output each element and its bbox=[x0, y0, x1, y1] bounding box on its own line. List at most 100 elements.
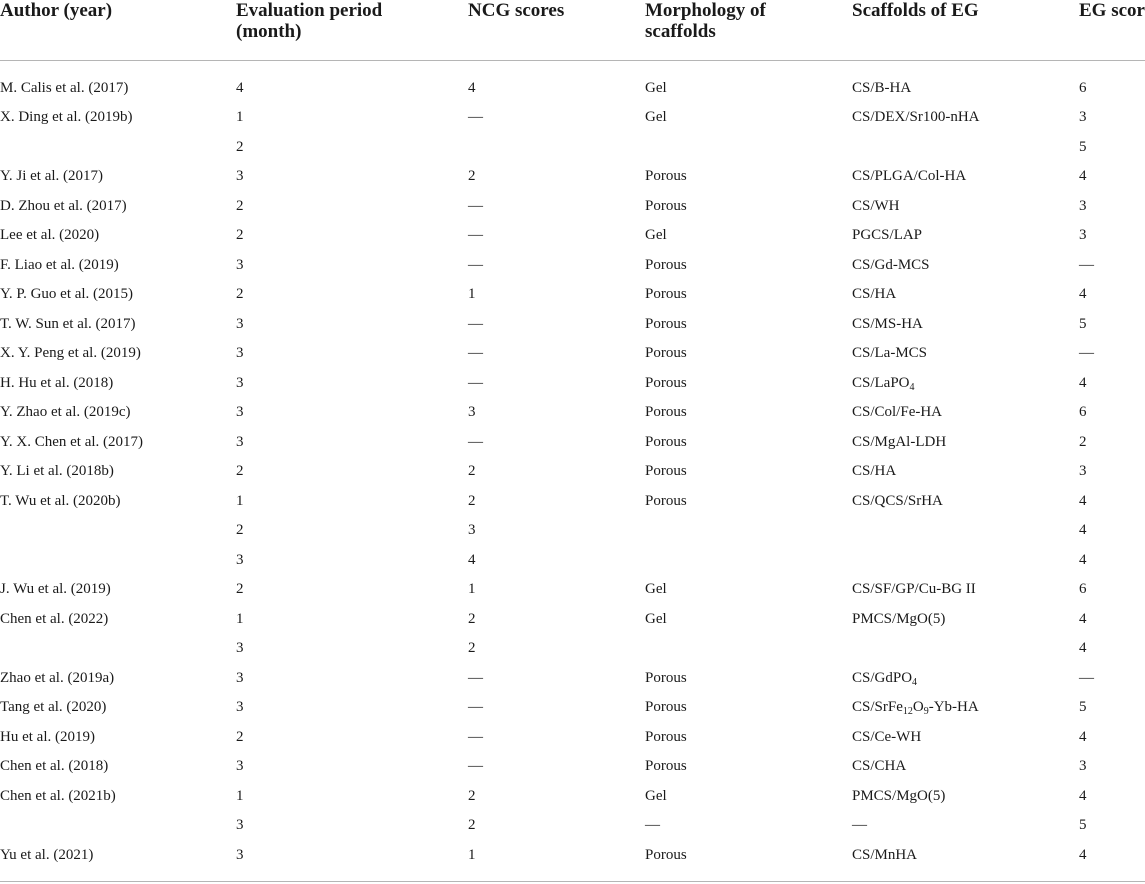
cell-eg-score: 4 bbox=[1079, 610, 1087, 627]
table-row: D. Zhou et al. (2017) 2 — Porous CS/WH 3 bbox=[0, 192, 1145, 222]
cell-ncg-score: 1 bbox=[468, 286, 476, 302]
cell-scaffold: CS/MnHA bbox=[852, 846, 918, 863]
cell-eg-score: 4 bbox=[1079, 522, 1087, 538]
cell-ncg-score: 1 bbox=[468, 581, 476, 597]
cell-morphology: Porous bbox=[645, 168, 687, 184]
cell-morphology: Porous bbox=[645, 286, 687, 302]
cell-author: Y. P. Guo et al. (2015) bbox=[0, 286, 134, 302]
cell-evaluation-period: 3 bbox=[236, 168, 244, 184]
cell-morphology: — bbox=[645, 817, 660, 833]
cell-evaluation-period: 3 bbox=[236, 374, 244, 391]
cell-scaffold: CS/HA bbox=[852, 286, 897, 302]
table-row: Chen et al. (2022) 1 2 Gel PMCS/MgO(5) 4 bbox=[0, 605, 1145, 635]
cell-scaffold: CS/MgAl-LDH bbox=[852, 433, 947, 450]
bottom-rule bbox=[0, 881, 1145, 882]
cell-ncg-score: 2 bbox=[468, 787, 476, 804]
cell-eg-score: — bbox=[1079, 256, 1094, 273]
table-row: Yu et al. (2021) 3 1 Porous CS/MnHA 4 bbox=[0, 841, 1145, 871]
table-row: 3 2 4 bbox=[0, 634, 1145, 664]
cell-evaluation-period: 3 bbox=[236, 315, 244, 332]
header-ncg-scores: NCG scores bbox=[468, 0, 565, 21]
cell-scaffold: CS/WH bbox=[852, 197, 900, 214]
cell-eg-score: 4 bbox=[1079, 374, 1087, 391]
cell-evaluation-period: 2 bbox=[236, 581, 244, 597]
cell-ncg-score: — bbox=[468, 728, 483, 745]
cell-eg-score: 4 bbox=[1079, 787, 1087, 804]
header-eg-score: EG score bbox=[1079, 0, 1145, 21]
cell-evaluation-period: 3 bbox=[236, 669, 244, 686]
table-row: Y. Li et al. (2018b) 2 2 Porous CS/HA 3 bbox=[0, 457, 1145, 487]
cell-eg-score: 3 bbox=[1079, 463, 1087, 479]
cell-author bbox=[0, 811, 236, 841]
cell-ncg-score: 2 bbox=[468, 492, 476, 509]
table-row: H. Hu et al. (2018) 3 — Porous CS/LaPO4 4 bbox=[0, 369, 1145, 399]
cell-scaffold: CS/SF/GP/Cu-BG II bbox=[852, 581, 976, 597]
cell-author bbox=[0, 133, 236, 163]
cell-author: Y. X. Chen et al. (2017) bbox=[0, 433, 144, 450]
cell-evaluation-period: 2 bbox=[236, 522, 244, 538]
table-row: Lee et al. (2020) 2 — Gel PGCS/LAP 3 bbox=[0, 221, 1145, 251]
cell-eg-score: 4 bbox=[1079, 640, 1087, 656]
cell-evaluation-period: 2 bbox=[236, 286, 244, 302]
cell-ncg-score: 1 bbox=[468, 846, 476, 863]
cell-ncg-score: 2 bbox=[468, 817, 476, 833]
table-row: 3 4 4 bbox=[0, 546, 1145, 576]
cell-scaffold: CS/GdPO4 bbox=[852, 669, 918, 688]
table-row: Chen et al. (2018) 3 — Porous CS/CHA 3 bbox=[0, 752, 1145, 782]
cell-eg-score: 6 bbox=[1079, 581, 1087, 597]
header-morphology: Morphology of scaffolds bbox=[645, 0, 766, 42]
table-row: 3 2 — — 5 bbox=[0, 811, 1145, 841]
cell-author: Yu et al. (2021) bbox=[0, 846, 94, 863]
table-body: M. Calis et al. (2017) 4 4 Gel CS/B-HA 6 X. Di… bbox=[0, 60, 1145, 870]
cell-ncg-score: — bbox=[468, 699, 483, 715]
cell-evaluation-period: 1 bbox=[236, 109, 244, 125]
header-scaffolds-of-eg: Scaffolds of EG bbox=[852, 0, 979, 21]
table-row: Zhao et al. (2019a) 3 — Porous CS/GdPO4 — bbox=[0, 664, 1145, 694]
cell-morphology: Gel bbox=[645, 227, 667, 243]
cell-author: X. Ding et al. (2019b) bbox=[0, 109, 133, 125]
cell-ncg-score: 2 bbox=[468, 640, 476, 656]
cell-morphology: Gel bbox=[645, 787, 667, 804]
cell-morphology: Gel bbox=[645, 109, 667, 125]
cell-eg-score: 6 bbox=[1079, 404, 1087, 420]
cell-scaffold: — bbox=[852, 817, 867, 833]
cell-author: Zhao et al. (2019a) bbox=[0, 669, 115, 686]
cell-evaluation-period: 3 bbox=[236, 758, 244, 774]
cell-eg-score: — bbox=[1079, 345, 1094, 361]
cell-author: D. Zhou et al. (2017) bbox=[0, 197, 127, 214]
cell-author: T. Wu et al. (2020b) bbox=[0, 492, 121, 509]
table-row: M. Calis et al. (2017) 4 4 Gel CS/B-HA 6 bbox=[0, 60, 1145, 103]
cell-scaffold: CS/PLGA/Col-HA bbox=[852, 168, 967, 184]
table-row: Y. P. Guo et al. (2015) 2 1 Porous CS/HA 4 bbox=[0, 280, 1145, 310]
cell-scaffold: PMCS/MgO(5) bbox=[852, 610, 946, 627]
cell-ncg-score: — bbox=[468, 109, 483, 125]
cell-author: X. Y. Peng et al. (2019) bbox=[0, 345, 141, 361]
cell-scaffold: PGCS/LAP bbox=[852, 227, 923, 243]
cell-morphology: Porous bbox=[645, 256, 687, 273]
cell-scaffold bbox=[852, 516, 1079, 546]
cell-scaffold: CS/HA bbox=[852, 463, 897, 479]
cell-ncg-score: — bbox=[468, 669, 483, 686]
cell-scaffold: CS/La-MCS bbox=[852, 345, 928, 361]
cell-eg-score: 2 bbox=[1079, 433, 1087, 450]
cell-ncg-score: — bbox=[468, 197, 483, 214]
cell-ncg-score: 2 bbox=[468, 463, 476, 479]
table-row: X. Ding et al. (2019b) 1 — Gel CS/DEX/Sr100-… bbox=[0, 103, 1145, 133]
cell-morphology: Porous bbox=[645, 315, 687, 332]
cell-eg-score: 5 bbox=[1079, 138, 1087, 155]
cell-ncg-score: — bbox=[468, 758, 483, 774]
cell-scaffold: CS/Col/Fe-HA bbox=[852, 404, 943, 420]
cell-evaluation-period: 3 bbox=[236, 433, 244, 450]
cell-author: H. Hu et al. (2018) bbox=[0, 374, 114, 391]
cell-evaluation-period: 3 bbox=[236, 699, 244, 715]
cell-morphology: Porous bbox=[645, 463, 687, 479]
cell-author: M. Calis et al. (2017) bbox=[0, 79, 129, 96]
cell-morphology: Porous bbox=[645, 758, 687, 774]
cell-morphology: Porous bbox=[645, 846, 687, 863]
cell-morphology: Porous bbox=[645, 669, 687, 686]
cell-evaluation-period: 2 bbox=[236, 728, 244, 745]
cell-scaffold: CS/SrFe12O9-Yb-HA bbox=[852, 699, 979, 717]
table-row: F. Liao et al. (2019) 3 — Porous CS/Gd-MCS — bbox=[0, 251, 1145, 281]
cell-evaluation-period: 2 bbox=[236, 197, 244, 214]
cell-author: Chen et al. (2021b) bbox=[0, 787, 116, 804]
